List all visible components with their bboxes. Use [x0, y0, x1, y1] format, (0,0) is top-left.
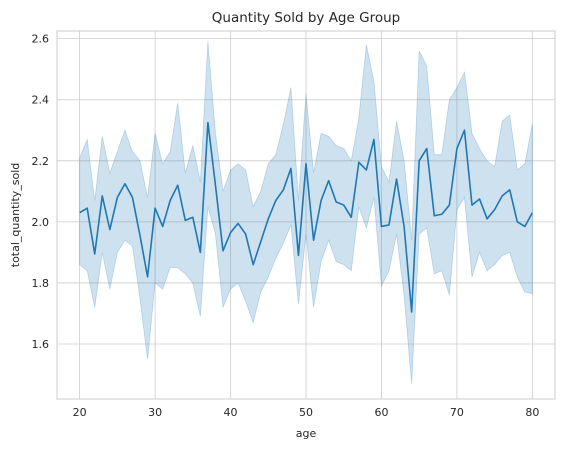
- series-line: [79, 121, 534, 313]
- chart-title: Quantity Sold by Age Group: [212, 10, 400, 26]
- y-tick-label: 2.2: [32, 155, 50, 168]
- series-line-layer: [79, 121, 534, 313]
- x-tick-labels: 20 30 40 50 60 70 80: [73, 406, 540, 419]
- y-tick-label: 2.6: [32, 33, 50, 46]
- grid-lines: [57, 31, 555, 399]
- x-tick-label: 80: [525, 406, 539, 419]
- x-tick-label: 60: [374, 406, 388, 419]
- y-tick-labels: 1.6 1.8 2.0 2.2 2.4 2.6: [32, 33, 50, 351]
- confidence-band-layer: [79, 41, 533, 384]
- confidence-band: [79, 41, 533, 384]
- y-tick-label: 1.6: [32, 338, 50, 351]
- x-tick-label: 40: [224, 406, 238, 419]
- y-tick-label: 2.4: [32, 94, 50, 107]
- y-axis-label: total_quantity_sold: [9, 163, 22, 268]
- x-tick-label: 30: [148, 406, 162, 419]
- x-axis-label: age: [296, 427, 317, 440]
- y-tick-label: 2.0: [32, 216, 50, 229]
- x-tick-label: 20: [73, 406, 87, 419]
- x-tick-label: 50: [299, 406, 313, 419]
- x-tick-label: 70: [450, 406, 464, 419]
- plot-frame: [56, 30, 556, 400]
- y-tick-label: 1.8: [32, 277, 50, 290]
